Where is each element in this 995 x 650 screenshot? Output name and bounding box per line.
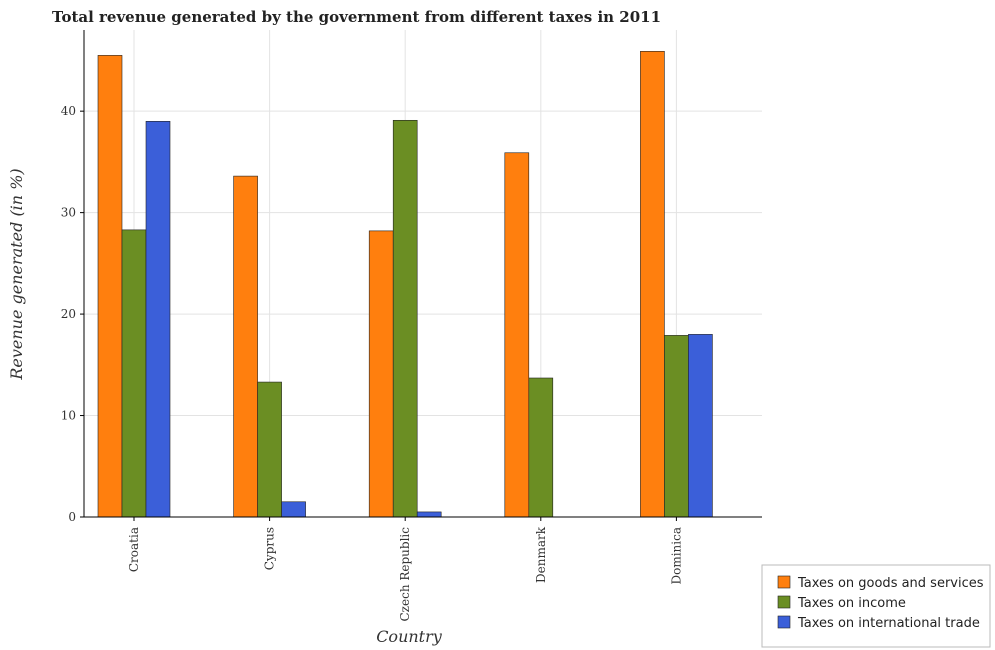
bar-taxes-on-income-cyprus xyxy=(257,381,282,518)
bar-taxes-on-goods-and-services-dominica xyxy=(640,51,665,518)
legend-swatch xyxy=(777,575,791,589)
bar-taxes-on-international-trade-croatia xyxy=(145,121,171,518)
x-tick-label: Dominica xyxy=(669,527,683,585)
x-tick-label: Cyprus xyxy=(263,527,277,570)
bar-taxes-on-international-trade-cyprus xyxy=(281,501,306,518)
y-ticks: 0 10 20 30 40 xyxy=(61,104,84,524)
x-tick: Denmark xyxy=(534,517,548,583)
x-tick-label: Czech Republic xyxy=(398,527,412,622)
x-tick: Czech Republic xyxy=(398,517,412,622)
y-tick: 10 xyxy=(61,409,84,423)
y-axis-label: Revenue generated (in %) xyxy=(7,168,26,380)
bar-taxes-on-goods-and-services-czech-republic xyxy=(368,230,394,518)
chart-title: Total revenue generated by the governmen… xyxy=(52,8,662,26)
bar-taxes-on-international-trade-czech-republic xyxy=(416,511,442,518)
bar-taxes-on-income-denmark xyxy=(528,377,554,518)
legend: Taxes on goods and services Taxes on inco… xyxy=(761,564,991,648)
x-tick-label: Croatia xyxy=(127,527,141,572)
y-tick-label: 30 xyxy=(61,206,76,220)
x-ticks: Croatia Cyprus Czech Republic Denmark Domini… xyxy=(127,517,683,622)
legend-label: Taxes on goods and services xyxy=(797,576,984,591)
y-tick: 0 xyxy=(68,510,84,524)
y-tick-label: 20 xyxy=(61,307,76,321)
y-tick: 20 xyxy=(61,307,84,321)
bar-taxes-on-goods-and-services-croatia xyxy=(97,55,123,518)
legend-swatch xyxy=(777,595,791,609)
legend-label: Taxes on international trade xyxy=(797,616,980,631)
bars xyxy=(97,51,713,518)
y-tick: 40 xyxy=(61,104,84,118)
legend-label: Taxes on income xyxy=(797,596,906,611)
bar-taxes-on-income-croatia xyxy=(121,229,147,518)
bar-taxes-on-international-trade-dominica xyxy=(688,334,713,518)
y-tick-label: 10 xyxy=(61,409,76,423)
bar-taxes-on-goods-and-services-cyprus xyxy=(233,175,258,518)
bar-taxes-on-income-czech-republic xyxy=(392,119,418,518)
x-tick-label: Denmark xyxy=(534,526,548,583)
bar-taxes-on-income-dominica xyxy=(664,335,689,518)
x-axis-label: Country xyxy=(376,627,443,646)
legend-box xyxy=(761,564,991,648)
y-tick-label: 0 xyxy=(68,510,76,524)
legend-swatch xyxy=(777,615,791,629)
bar-taxes-on-goods-and-services-denmark xyxy=(504,152,530,518)
x-tick: Dominica xyxy=(669,517,683,585)
x-tick: Croatia xyxy=(127,517,141,572)
y-tick-label: 40 xyxy=(61,104,76,118)
x-tick: Cyprus xyxy=(263,517,277,570)
y-tick: 30 xyxy=(61,206,84,220)
